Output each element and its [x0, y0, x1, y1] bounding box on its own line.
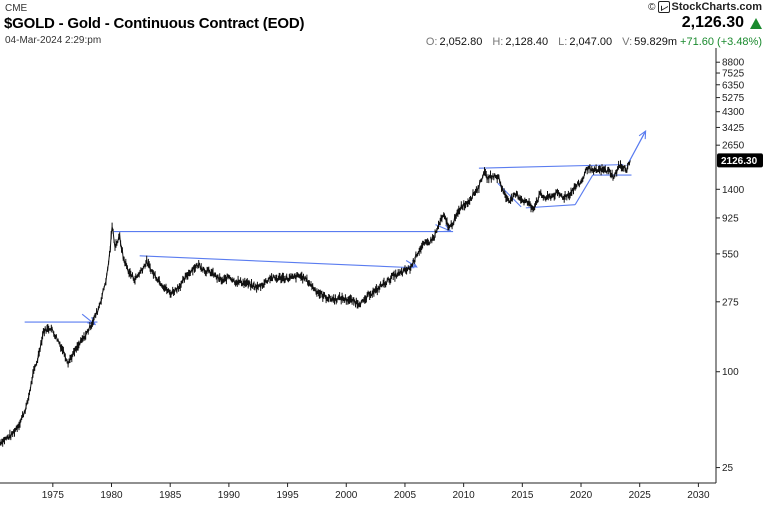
- x-tick-label: 1985: [159, 490, 182, 501]
- x-tick-label: 2010: [453, 490, 476, 501]
- x-tick-label: 2000: [335, 490, 358, 501]
- y-tick-label: 1400: [722, 185, 745, 196]
- trendline: [478, 164, 624, 169]
- trendline: [574, 174, 594, 205]
- y-tick-label: 25: [722, 463, 734, 474]
- y-tick-label: 925: [722, 213, 739, 224]
- high-label: H:: [492, 36, 504, 48]
- chart-title: $GOLD - Gold - Continuous Contract (EOD): [4, 15, 305, 32]
- low-value: L: 2,047.00: [558, 36, 613, 48]
- y-tick-label: 275: [722, 297, 739, 308]
- open-label: O:: [425, 36, 438, 48]
- last-value-badge-label: 2126.30: [721, 156, 758, 167]
- copyright-icon: ©: [648, 1, 656, 13]
- y-tick-label: 6350: [722, 80, 745, 91]
- annotation-arrow: [405, 260, 417, 268]
- last-price: 2,126.30: [681, 14, 744, 31]
- x-tick-label: 2015: [511, 490, 534, 501]
- timestamp: 04-Mar-2024 2:29:pm: [5, 35, 102, 46]
- x-tick-label: 2020: [570, 490, 593, 501]
- last-price-row: 2,126.30: [682, 14, 762, 32]
- x-tick-label: 2030: [687, 490, 710, 501]
- stockcharts-logo-icon: [657, 1, 670, 13]
- price-bars: [0, 160, 630, 447]
- brand-name: StockCharts.com: [671, 1, 762, 13]
- annotation-arrow: [626, 130, 647, 167]
- volume-value: V: 59.829m +71.60 (+3.48%): [622, 36, 762, 48]
- trendline: [139, 255, 415, 269]
- last-value-badge: 2126.30: [717, 153, 763, 168]
- price-line: [0, 160, 631, 445]
- open-value: O: 2,052.80: [425, 36, 483, 48]
- change-value: +71.60 (+3.48%): [680, 36, 762, 48]
- last-value-badge-bg: [717, 153, 763, 168]
- x-tick-label: 2025: [629, 490, 652, 501]
- x-axis-ticks: 1975 1980 1985 1990 1995 2000 2005 2010 2015 2020…: [42, 483, 710, 501]
- arrow-head: [442, 224, 452, 233]
- y-tick-label: 3425: [722, 123, 745, 134]
- chart-axes: [0, 48, 717, 484]
- volume-label: V:: [622, 36, 633, 48]
- y-tick-label: 4300: [722, 107, 745, 118]
- x-tick-label: 1975: [42, 490, 65, 501]
- brand-link[interactable]: © StockCharts.com: [648, 1, 762, 13]
- x-tick-label: 2005: [394, 490, 417, 501]
- price-series: [0, 160, 631, 447]
- x-tick-label: 1995: [276, 490, 299, 501]
- y-tick-label: 7525: [722, 69, 745, 80]
- y-tick-label: 550: [722, 249, 739, 260]
- up-triangle-icon: [750, 17, 762, 29]
- x-tick-label: 1990: [218, 490, 241, 501]
- exchange-label: CME: [5, 3, 28, 14]
- y-tick-label: 100: [722, 367, 739, 378]
- ohlc-bar: O: 2,052.80 H: 2,128.40 L: 2,047.00 V: 59.82…: [426, 36, 762, 48]
- y-tick-label: 8800: [722, 58, 745, 69]
- y-tick-label: 5275: [722, 93, 745, 104]
- y-tick-label: 2650: [722, 141, 745, 152]
- low-label: L:: [558, 36, 568, 48]
- x-tick-label: 1980: [100, 490, 123, 501]
- arrow-head: [638, 129, 647, 140]
- high-value: H: 2,128.40: [492, 36, 549, 48]
